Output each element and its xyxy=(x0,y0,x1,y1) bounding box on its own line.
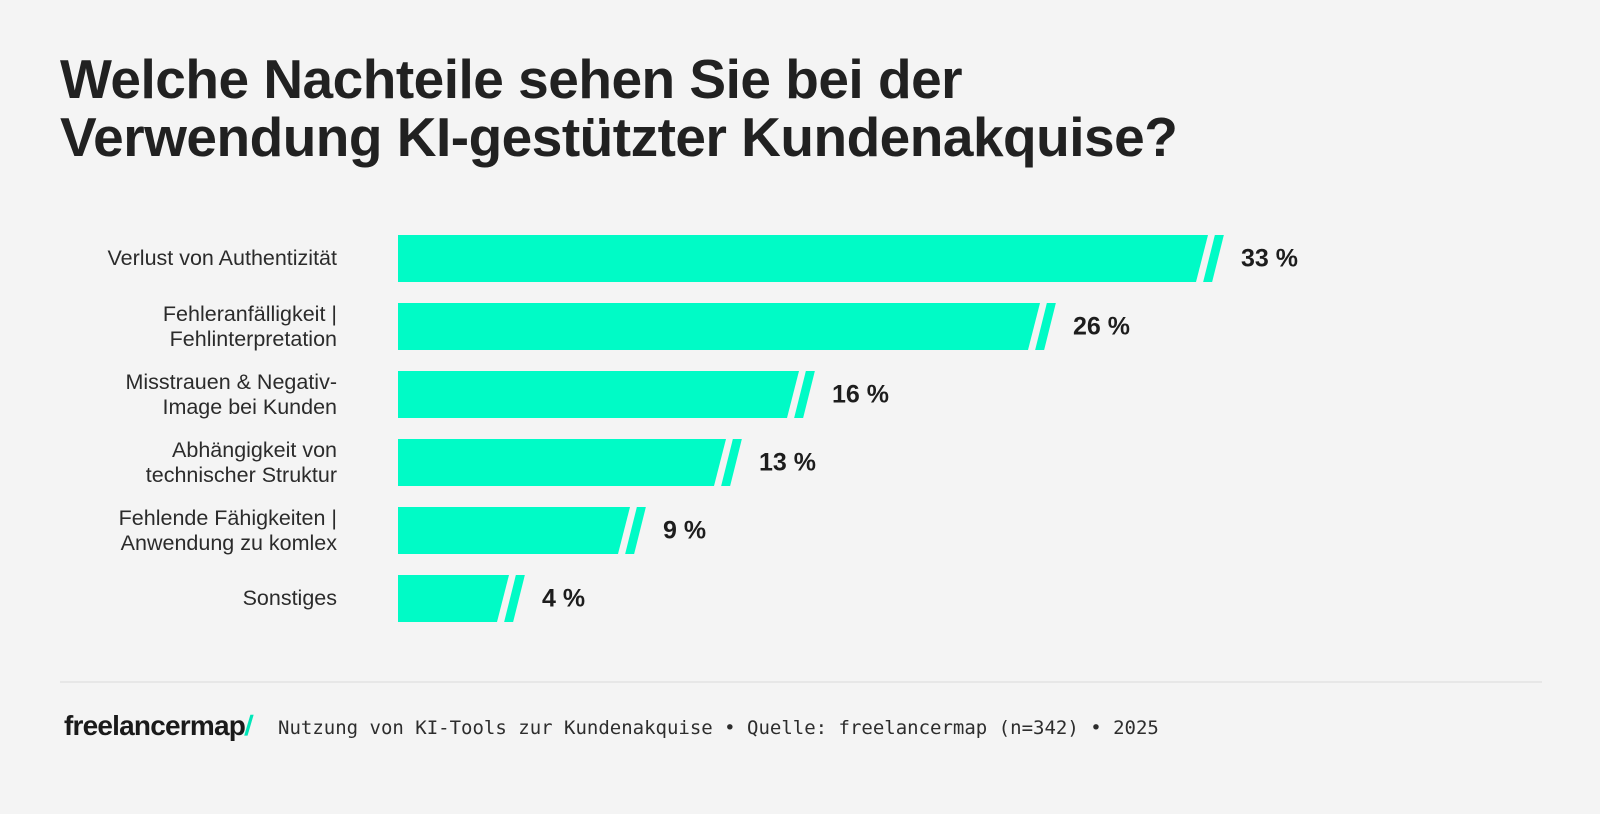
bar-segment xyxy=(398,575,509,622)
bar-slash-accent xyxy=(1035,303,1056,350)
value-label: 4 % xyxy=(542,584,586,612)
bar-slash-accent xyxy=(625,507,646,554)
footer-divider xyxy=(60,681,1542,683)
bar-track: 16 % xyxy=(398,371,1600,418)
value-label: 16 % xyxy=(832,380,889,408)
chart-row: Fehleranfälligkeit | Fehlinterpretation … xyxy=(0,302,1600,351)
bar-segment xyxy=(398,371,799,418)
value-label: 13 % xyxy=(759,448,816,476)
bar-segment xyxy=(398,507,630,554)
bar-track: 13 % xyxy=(398,439,1600,486)
category-label: Fehleranfälligkeit | Fehlinterpretation xyxy=(162,302,337,351)
chart-row: Verlust von Authentizität 33 % xyxy=(0,235,1600,282)
source-caption: Nutzung von KI-Tools zur Kundenakquise •… xyxy=(278,717,1159,739)
chart-row: Abhängigkeit von technischer Struktur 13… xyxy=(0,438,1600,487)
freelancermap-logo: freelancermap/ xyxy=(64,710,254,742)
chart-row: Sonstiges 4 % xyxy=(0,575,1600,622)
category-label: Misstrauen & Negativ- Image bei Kunden xyxy=(125,370,338,419)
chart-row: Misstrauen & Negativ- Image bei Kunden 1… xyxy=(0,370,1600,419)
bar-segment xyxy=(398,235,1208,282)
value-label: 26 % xyxy=(1073,312,1130,340)
bar-segment xyxy=(398,303,1040,350)
bar-track: 33 % xyxy=(398,235,1600,282)
bar-chart: Verlust von Authentizität 33 % Fehleranf… xyxy=(0,235,1600,643)
category-label: Abhängigkeit von technischer Struktur xyxy=(145,438,337,487)
bar-segment xyxy=(398,439,726,486)
bar-slash-accent xyxy=(1203,235,1224,282)
category-label: Fehlende Fähigkeiten | Anwendung zu koml… xyxy=(118,506,337,555)
chart-title-line1: Welche Nachteile sehen Sie bei der xyxy=(60,48,963,110)
bar-track: 9 % xyxy=(398,507,1600,554)
value-label: 33 % xyxy=(1241,244,1298,272)
chart-title: Welche Nachteile sehen Sie bei der Verwe… xyxy=(60,48,1178,168)
category-label: Sonstiges xyxy=(242,586,337,611)
chart-row: Fehlende Fähigkeiten | Anwendung zu koml… xyxy=(0,506,1600,555)
footer: freelancermap/ Nutzung von KI-Tools zur … xyxy=(64,710,1159,742)
bar-track: 26 % xyxy=(398,303,1600,350)
bar-slash-accent xyxy=(504,575,525,622)
bar-slash-accent xyxy=(794,371,815,418)
bar-track: 4 % xyxy=(398,575,1600,622)
bar-slash-accent xyxy=(721,439,742,486)
chart-title-line2: Verwendung KI-gestützter Kundenakquise? xyxy=(60,106,1178,168)
value-label: 9 % xyxy=(663,516,707,544)
category-label: Verlust von Authentizität xyxy=(107,246,337,271)
logo-wordmark: freelancermap xyxy=(64,710,246,741)
